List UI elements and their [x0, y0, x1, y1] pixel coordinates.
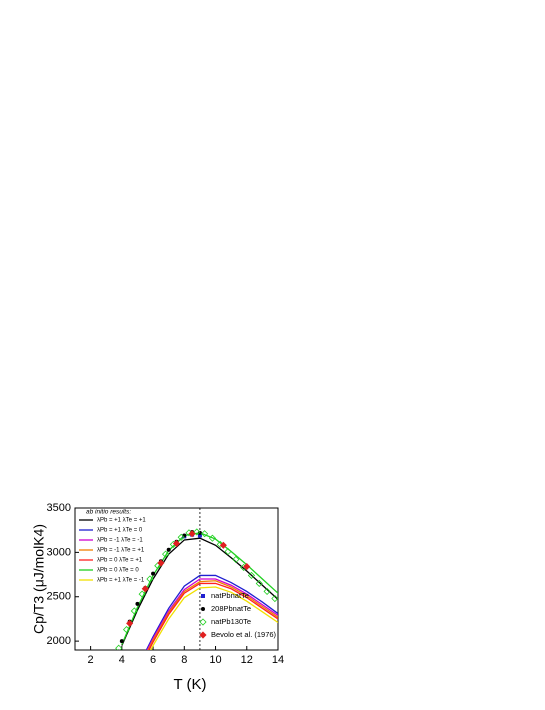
marker	[126, 619, 134, 627]
marker	[138, 590, 146, 598]
legend-title: ab initio results:	[86, 509, 131, 516]
plot-area	[115, 508, 278, 650]
legend-label: λPb = +1 λTe = +1	[97, 518, 146, 524]
legend-label: λPb = -1 λTe = +1	[97, 548, 145, 554]
legend-label: λPb = 0 λTe = 0	[97, 568, 139, 574]
y-axis-label: Cp/T3 (μJ/molK4)	[31, 524, 47, 634]
marker	[271, 594, 278, 603]
y-tick-label: 3000	[47, 546, 71, 558]
legend-swatch	[201, 607, 205, 611]
legend-label: natPbnatTe	[211, 591, 249, 600]
legend-label: 208PbnatTe	[211, 604, 251, 613]
marker	[188, 530, 196, 538]
y-tick-label: 2000	[47, 635, 71, 647]
marker	[135, 601, 140, 606]
legend-label: Bevolo et al. (1976)	[211, 630, 277, 639]
marker	[130, 607, 138, 615]
x-tick-label: 4	[119, 654, 125, 666]
plot-frame	[74, 507, 279, 651]
marker	[119, 639, 124, 644]
marker	[157, 559, 165, 567]
y-tick-label: 3500	[47, 502, 71, 514]
legend-label: λPb = 0 λTe = +1	[97, 558, 143, 564]
marker	[232, 555, 240, 564]
x-axis-label: T (K)	[173, 676, 206, 693]
marker	[115, 644, 123, 650]
marker	[255, 579, 263, 588]
x-tick-label: 12	[241, 654, 253, 666]
marker	[247, 571, 256, 580]
legend-swatch	[199, 618, 207, 626]
marker	[141, 585, 149, 593]
marker	[146, 575, 154, 583]
marker	[197, 533, 202, 538]
marker	[122, 626, 131, 634]
marker	[263, 587, 271, 595]
legend-swatch	[199, 631, 207, 639]
legend-swatch	[201, 594, 205, 598]
series-line	[145, 574, 278, 650]
x-tick-label: 10	[209, 654, 221, 666]
marker	[243, 563, 251, 571]
series-line	[150, 586, 278, 650]
marker	[224, 547, 232, 556]
series-line	[146, 578, 278, 650]
series-line	[148, 582, 278, 650]
marker	[166, 547, 171, 552]
marker	[193, 528, 201, 536]
series-line	[147, 580, 278, 650]
x-tick-label: 2	[88, 654, 94, 666]
legend-label: λPb = +1 λTe = 0	[97, 528, 143, 534]
marker	[208, 534, 216, 542]
x-tick-label: 6	[150, 654, 156, 666]
y-tick-label: 2500	[47, 591, 71, 603]
legend-label: λPb = -1 λTe = -1	[97, 538, 143, 544]
marker	[162, 550, 170, 558]
marker	[172, 539, 181, 548]
marker	[197, 530, 202, 535]
marker	[177, 533, 185, 541]
marker	[219, 541, 227, 549]
marker	[201, 530, 209, 538]
legend-label: λPb = +1 λTe = -1	[97, 578, 145, 584]
legend-label: natPb130Te	[211, 617, 251, 626]
marker	[151, 571, 156, 576]
x-tick-label: 14	[272, 654, 284, 666]
x-tick-label: 8	[181, 654, 187, 666]
